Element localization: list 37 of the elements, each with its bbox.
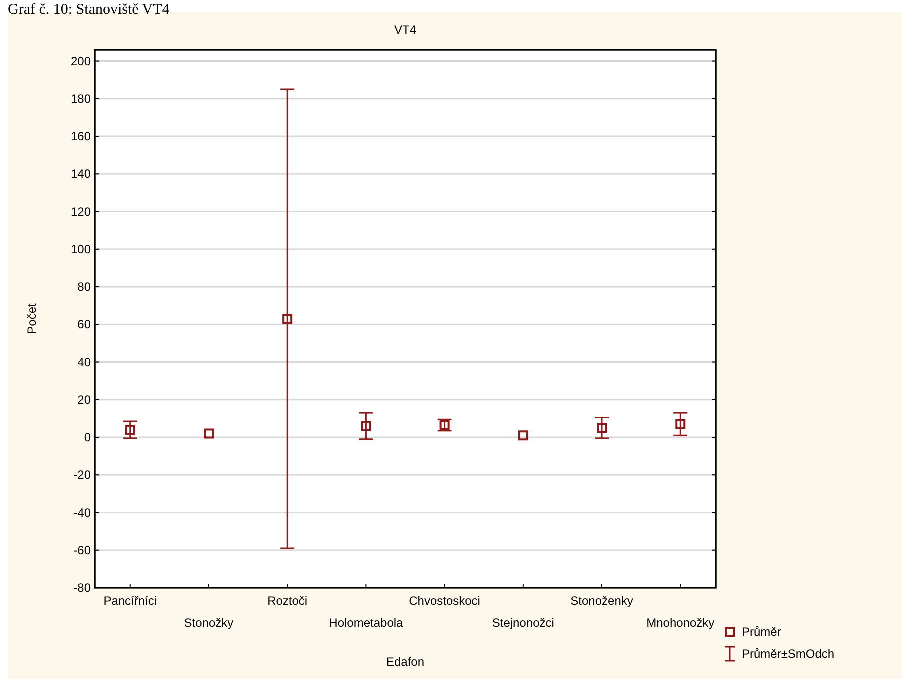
y-tick-label: -20 — [74, 468, 92, 482]
point — [204, 428, 214, 439]
y-tick-label: -40 — [74, 506, 92, 520]
legend-label: Průměr — [742, 625, 782, 639]
y-tick-label: 160 — [70, 130, 92, 144]
y-axis-title: Počet — [25, 302, 39, 334]
x-tick-label: Stonoženky — [570, 594, 634, 608]
text: Graf č. 10: Stanoviště VT4 — [8, 2, 170, 18]
x-tick-label: Mnohonožky — [646, 616, 715, 630]
x-tick-label: Stejnonožci — [492, 616, 554, 630]
y-tick-label: 0 — [84, 430, 92, 445]
y-tick-label: 120 — [70, 204, 92, 219]
x-tick-label: Roztoči — [268, 594, 308, 608]
y-tick-label: 180 — [70, 92, 92, 106]
chart-title: VT4 — [394, 23, 417, 37]
point — [361, 421, 372, 432]
y-tick-label: -80 — [74, 581, 92, 595]
y-tick-label: 80 — [78, 280, 92, 294]
point — [518, 430, 528, 441]
text: Průměr±SmOdch — [742, 647, 835, 661]
x-tick-label: Holometabola — [329, 616, 404, 630]
y-tick-label: 100 — [70, 242, 92, 256]
y-tick-label: 200 — [70, 54, 92, 68]
point — [597, 423, 608, 434]
point — [676, 419, 686, 430]
x-tick-label: Pancířníci — [104, 594, 158, 608]
y-tick-label: 20 — [78, 392, 92, 407]
point — [440, 420, 450, 430]
y-tick-label: 40 — [78, 355, 92, 370]
y-tick-label: -60 — [74, 543, 92, 558]
point — [125, 424, 136, 435]
x-axis-title: Edafon — [386, 655, 425, 669]
x-tick-label: Chvostoskoci — [409, 594, 480, 608]
point — [282, 314, 293, 324]
y-tick-label: 60 — [78, 318, 92, 332]
y-tick-label: 140 — [70, 167, 92, 182]
x-tick-label: Stonožky — [184, 616, 234, 630]
